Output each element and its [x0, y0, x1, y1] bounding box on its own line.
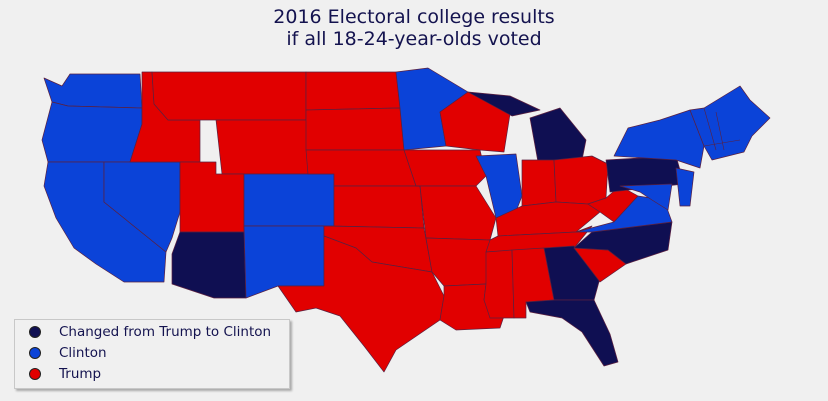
- title-line-1: 2016 Electoral college results: [273, 6, 555, 28]
- title-line-2: if all 18-24-year-olds voted: [286, 28, 542, 50]
- state-new-jersey: [675, 167, 695, 207]
- state-montana: [151, 71, 307, 121]
- state-indiana: [521, 159, 557, 207]
- state-mississippi: [483, 249, 515, 319]
- legend-marker-clinton: [29, 347, 41, 359]
- state-michigan: [529, 107, 587, 163]
- legend-item-changed: Changed from Trump to Clinton: [29, 322, 271, 342]
- legend-item-trump: Trump: [29, 364, 101, 384]
- state-missouri: [415, 185, 497, 241]
- legend-item-clinton: Clinton: [29, 343, 107, 363]
- state-maryland: [619, 183, 673, 211]
- state-michigan-upper: [467, 91, 541, 117]
- state-kansas: [333, 185, 425, 229]
- map-legend: Changed from Trump to Clinton Clinton Tr…: [14, 319, 290, 389]
- state-arizona: [171, 231, 247, 299]
- state-iowa: [403, 149, 487, 187]
- legend-marker-trump: [29, 368, 41, 380]
- legend-label-clinton: Clinton: [59, 345, 107, 361]
- map-title: 2016 Electoral college results if all 18…: [0, 6, 828, 50]
- legend-label-trump: Trump: [59, 366, 102, 382]
- state-south-dakota: [305, 107, 405, 151]
- state-north-dakota: [305, 71, 401, 111]
- legend-marker-changed: [29, 326, 41, 338]
- state-colorado: [243, 173, 335, 227]
- state-texas: [277, 235, 445, 373]
- state-ohio: [553, 155, 609, 205]
- state-new-england: [689, 85, 771, 161]
- state-georgia: [543, 245, 601, 301]
- state-wyoming: [215, 119, 309, 175]
- legend-label-changed: Changed from Trump to Clinton: [59, 324, 272, 340]
- state-oregon: [41, 101, 143, 163]
- state-washington: [43, 73, 143, 109]
- state-florida: [525, 299, 619, 367]
